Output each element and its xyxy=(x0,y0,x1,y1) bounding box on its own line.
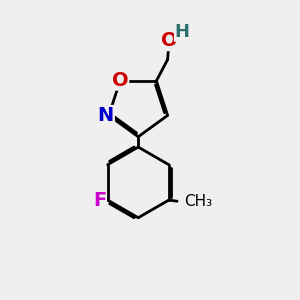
Text: O: O xyxy=(112,71,128,90)
Text: H: H xyxy=(175,23,190,41)
Text: N: N xyxy=(98,106,114,125)
Text: O: O xyxy=(161,31,177,50)
Text: CH₃: CH₃ xyxy=(184,194,213,209)
Text: F: F xyxy=(93,190,106,210)
